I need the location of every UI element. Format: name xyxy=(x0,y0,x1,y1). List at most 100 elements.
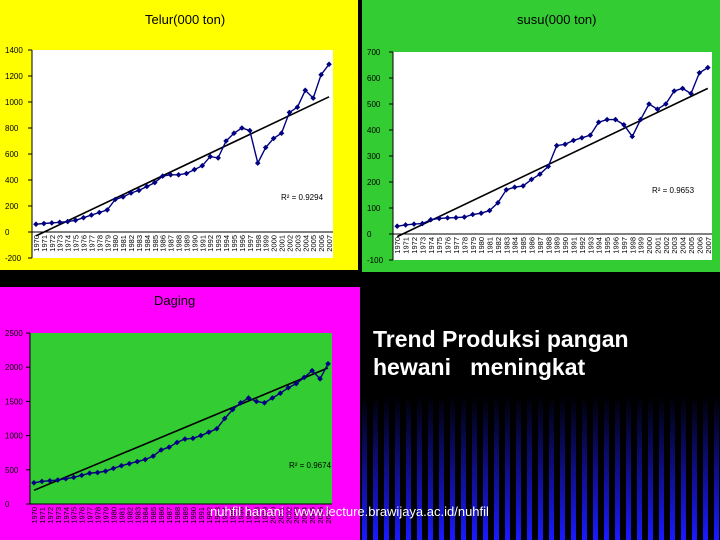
x-tick-label: 1978 xyxy=(94,507,103,524)
x-tick-label: 1984 xyxy=(141,507,150,524)
x-tick-label: 1985 xyxy=(151,235,160,252)
y-tick-label: 2500 xyxy=(5,329,23,338)
x-tick-label: 1989 xyxy=(553,237,562,254)
x-tick-label: 1997 xyxy=(245,507,254,524)
x-tick-label: 2002 xyxy=(662,237,671,254)
x-tick-label: 1990 xyxy=(190,235,199,252)
x-tick-label: 1986 xyxy=(528,237,537,254)
x-tick-label: 1982 xyxy=(127,235,136,252)
x-tick-label: 1975 xyxy=(72,235,81,252)
data-point xyxy=(285,384,292,391)
data-point xyxy=(286,109,293,116)
data-point xyxy=(182,436,188,442)
stripe xyxy=(417,395,422,540)
x-tick-label: 1977 xyxy=(452,237,461,254)
x-tick-label: 2005 xyxy=(687,237,696,254)
data-point xyxy=(537,171,543,177)
data-point xyxy=(310,95,316,101)
stripe xyxy=(373,395,378,540)
x-tick-label: 2007 xyxy=(324,507,333,524)
data-point xyxy=(245,395,252,401)
stripe xyxy=(692,395,697,540)
data-point xyxy=(261,399,268,406)
data-point xyxy=(595,119,602,125)
data-point xyxy=(207,153,214,160)
data-point xyxy=(174,439,180,446)
data-point xyxy=(221,415,228,422)
stripe xyxy=(560,395,565,540)
x-tick-label: 2002 xyxy=(285,235,294,252)
x-tick-label: 1973 xyxy=(56,235,65,252)
data-point xyxy=(239,125,245,131)
x-tick-label: 1976 xyxy=(78,507,87,524)
daging-chart: 0 500 1000 1500 2000 2500 19701971197219731974… xyxy=(5,329,333,524)
x-tick-label: 1983 xyxy=(502,237,511,254)
x-tick-label: 1988 xyxy=(173,507,182,524)
data-point xyxy=(528,176,535,183)
data-point xyxy=(671,88,678,94)
x-tick-label: 1970 xyxy=(393,237,402,254)
data-point xyxy=(318,71,324,78)
data-point xyxy=(126,460,133,467)
data-point xyxy=(621,122,627,128)
stripe xyxy=(428,395,433,540)
data-point xyxy=(663,101,669,107)
x-tick-label: 1981 xyxy=(119,235,128,252)
x-tick-label: 1977 xyxy=(86,507,95,524)
data-point xyxy=(49,220,55,226)
x-tick-label: 2000 xyxy=(270,235,279,252)
x-tick-label: 2004 xyxy=(300,507,309,524)
data-point xyxy=(562,141,568,148)
x-tick-label: 1986 xyxy=(157,507,166,524)
stripe xyxy=(505,395,510,540)
data-point xyxy=(86,470,93,477)
x-tick-label: 1974 xyxy=(427,237,436,254)
y-tick-label: 100 xyxy=(367,204,381,213)
x-tick-label: 1991 xyxy=(198,235,207,252)
x-tick-label: 1981 xyxy=(486,237,495,254)
data-point xyxy=(56,219,63,226)
data-point xyxy=(55,477,61,483)
x-tick-label: 1994 xyxy=(221,507,230,524)
data-point xyxy=(118,462,125,469)
data-point xyxy=(134,458,141,465)
x-tick-label: 1997 xyxy=(246,235,255,252)
data-point xyxy=(88,212,95,218)
data-point xyxy=(213,425,220,432)
stripe xyxy=(439,395,444,540)
x-tick-label: 1971 xyxy=(402,237,411,254)
x-tick-label: 2003 xyxy=(670,237,679,254)
y-tick-label: 1400 xyxy=(5,46,23,55)
x-tick-label: 1986 xyxy=(159,235,168,252)
x-tick-label: 1982 xyxy=(494,237,503,254)
x-tick-label: 2004 xyxy=(301,235,310,252)
y-tick-label: 200 xyxy=(5,202,19,211)
x-tick-label: 1973 xyxy=(54,507,63,524)
x-tick-label: 1994 xyxy=(595,237,604,254)
data-point xyxy=(511,184,518,190)
x-tick-label: 1973 xyxy=(418,237,427,254)
x-tick-label: 1982 xyxy=(125,507,134,524)
stripe xyxy=(527,395,532,540)
x-tick-label: 1998 xyxy=(253,507,262,524)
stripe xyxy=(681,395,686,540)
telur-chart: -200020040060080010001200140019701971197… xyxy=(5,46,334,263)
stripe xyxy=(406,395,411,540)
x-tick-label: 1970 xyxy=(30,507,39,524)
trend-line xyxy=(33,367,329,492)
x-tick-label: 1996 xyxy=(238,235,247,252)
y-tick-label: 2000 xyxy=(5,363,23,372)
x-tick-label: 2000 xyxy=(268,507,277,524)
data-point xyxy=(270,135,277,142)
data-point xyxy=(579,135,585,141)
y-tick-label: -200 xyxy=(5,254,22,263)
x-tick-label: 1996 xyxy=(237,507,246,524)
y-tick-label: 700 xyxy=(367,48,381,57)
data-point xyxy=(637,116,644,123)
y-tick-label: 400 xyxy=(367,126,381,135)
x-tick-label: 1979 xyxy=(469,237,478,254)
x-tick-label: 1978 xyxy=(95,235,104,252)
data-point xyxy=(326,61,332,68)
x-tick-label: 1990 xyxy=(561,237,570,254)
